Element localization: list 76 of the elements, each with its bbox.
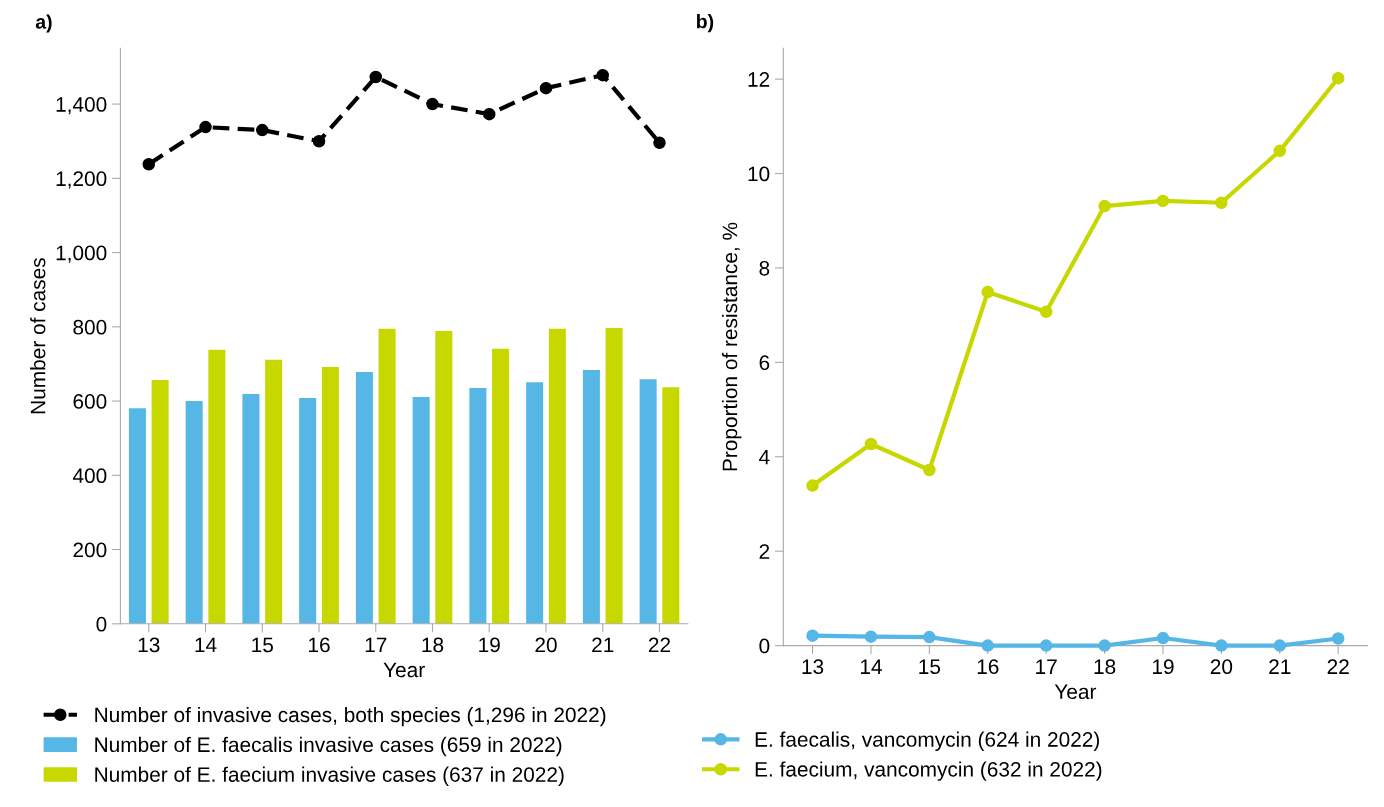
point <box>1331 632 1345 645</box>
y-axis-title: Number of cases <box>30 258 46 414</box>
legend-label: E. faecium, vancomycin (632 in 2022) <box>755 761 1102 781</box>
y-tick-label: 1,000 <box>56 245 107 263</box>
legend-label: Number of E. faecium invasive cases (637 in 2022) <box>95 766 564 787</box>
x-tick-label: 17 <box>365 637 387 653</box>
point <box>806 479 819 492</box>
y-tick-label: 8 <box>759 260 770 276</box>
point <box>1098 199 1111 213</box>
point <box>1215 639 1228 652</box>
x-tick-label: 17 <box>1036 659 1057 674</box>
x-tick-label: 13 <box>138 637 160 653</box>
x-tick-label: 16 <box>309 637 330 653</box>
x-tick-label: 16 <box>977 659 999 675</box>
point <box>864 630 878 643</box>
y-tick-label: 400 <box>72 468 107 484</box>
point <box>426 97 439 111</box>
legend-label: Number of invasive cases, both species (1,296 in 2022) <box>95 706 606 727</box>
point <box>142 157 156 171</box>
point <box>1215 196 1228 210</box>
point <box>256 123 269 137</box>
point <box>981 285 995 299</box>
point <box>539 81 553 95</box>
y-tick-label: 200 <box>73 542 107 558</box>
x-tick-label: 20 <box>1210 659 1233 675</box>
x-tick-label: 19 <box>1152 659 1174 675</box>
y-tick-label: 6 <box>759 355 770 371</box>
point <box>923 630 936 644</box>
x-tick-label: 18 <box>422 637 444 653</box>
x-tick-label: 21 <box>1269 659 1291 674</box>
x-tick-label: 19 <box>479 637 500 653</box>
x-tick-label: 18 <box>1094 659 1116 675</box>
legend-label: E. faecalis, vancomycin (624 in 2022) <box>755 731 1100 751</box>
point <box>864 437 878 451</box>
x-tick-label: 15 <box>252 637 273 653</box>
point <box>1273 144 1287 158</box>
point <box>1039 639 1053 652</box>
point <box>1098 639 1111 652</box>
point <box>923 463 936 477</box>
point <box>199 120 212 134</box>
x-tick-label: 13 <box>802 659 824 675</box>
chart-title: a) <box>35 14 52 33</box>
x-axis-title: Year <box>383 662 425 678</box>
x-tick-label: 14 <box>195 637 217 653</box>
y-tick-label: 0 <box>96 616 107 632</box>
x-tick-label: 22 <box>648 637 671 653</box>
point <box>981 639 995 652</box>
point <box>369 70 383 84</box>
y-tick-label: 10 <box>748 166 770 182</box>
point <box>482 107 496 121</box>
point <box>1331 71 1345 85</box>
x-tick-label: 14 <box>860 659 882 674</box>
chart-title: b) <box>697 14 714 33</box>
point <box>1156 631 1170 645</box>
point <box>312 134 326 148</box>
x-tick-label: 21 <box>592 637 614 653</box>
x-tick-label: 22 <box>1327 659 1349 674</box>
y-tick-label: 4 <box>759 449 770 465</box>
y-tick-label: 600 <box>73 394 107 409</box>
y-tick-label: 2 <box>759 544 770 559</box>
y-tick-label: 0 <box>759 638 770 654</box>
legend-label: Number of E. faecalis invasive cases (659 in 2022) <box>95 736 562 757</box>
x-tick-label: 15 <box>919 659 941 675</box>
point <box>1273 639 1287 652</box>
x-tick-label: 20 <box>535 637 557 653</box>
point <box>1039 305 1053 319</box>
point <box>1156 194 1170 208</box>
y-tick-label: 12 <box>748 72 770 87</box>
y-axis-title: Proportion of resistance, % <box>722 222 742 471</box>
point <box>806 629 819 642</box>
y-tick-label: 1,400 <box>56 97 107 115</box>
point <box>653 136 666 149</box>
point <box>596 68 609 82</box>
y-tick-label: 800 <box>73 319 107 335</box>
y-tick-label: 1,200 <box>56 171 107 189</box>
x-axis-title: Year <box>1054 684 1097 700</box>
